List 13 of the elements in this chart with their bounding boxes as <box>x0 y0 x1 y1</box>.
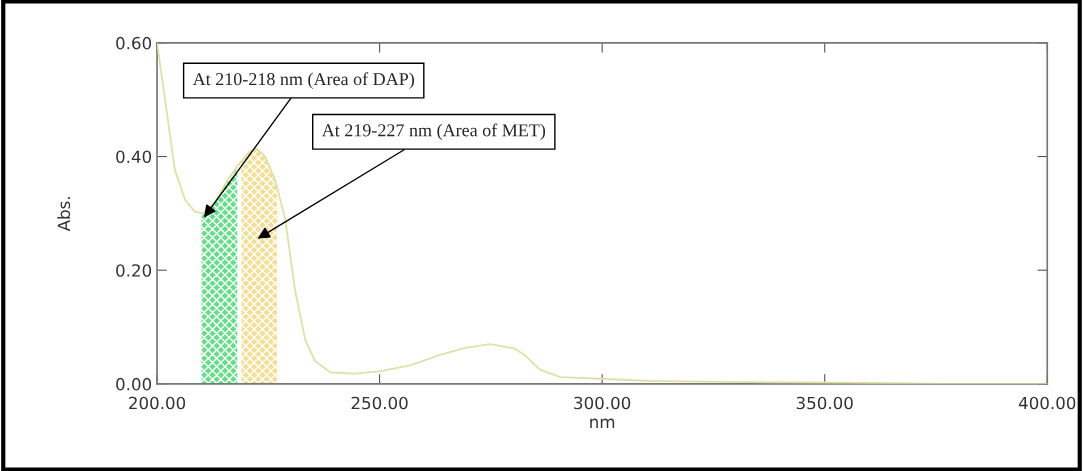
x-tick-label: 250.00 <box>351 396 408 410</box>
band-label: At 210-218 nm (Area of DAP) <box>192 72 414 89</box>
y-tick-label: 0.00 <box>116 377 152 391</box>
x-tick-label: 400.00 <box>1018 396 1076 410</box>
band-label: At 219-227 nm (Area of MET) <box>321 123 546 141</box>
y-axis-title: Abs. <box>57 197 71 232</box>
x-tick-label: 200.00 <box>129 396 186 410</box>
y-tick-label: 0.60 <box>116 36 152 50</box>
x-tick-label: 300.00 <box>574 396 631 410</box>
x-tick-label: 350.00 <box>796 396 853 410</box>
y-tick-label: 0.20 <box>116 264 152 277</box>
x-axis-title: nm <box>590 418 615 428</box>
y-tick-label: 0.40 <box>116 150 152 164</box>
